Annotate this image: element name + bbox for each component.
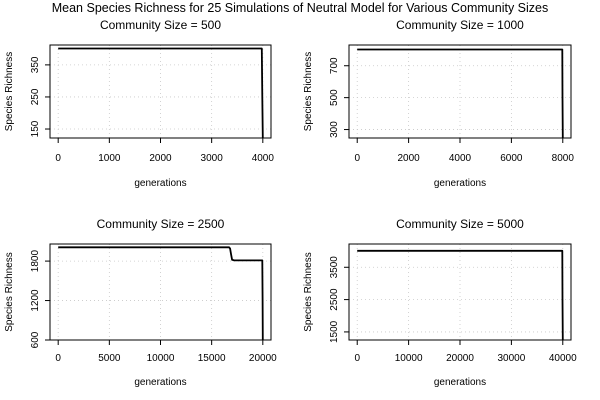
x-tick-label: 3000 xyxy=(201,153,224,164)
x-tick-label: 0 xyxy=(55,153,61,164)
x-tick-label: 1000 xyxy=(98,153,121,164)
x-tick-label: 8000 xyxy=(552,153,575,164)
y-tick-label: 1200 xyxy=(30,289,41,312)
x-tick-label: 20000 xyxy=(249,353,277,364)
x-tick-label: 2000 xyxy=(149,153,172,164)
y-axis-label: Species Richness xyxy=(303,252,314,331)
y-tick-label: 500 xyxy=(329,89,340,106)
series-line xyxy=(58,47,264,139)
panel-title: Community Size = 5000 xyxy=(396,217,524,231)
x-axis-label: generations xyxy=(134,178,186,189)
series-line xyxy=(58,246,264,341)
y-tick-label: 700 xyxy=(329,57,340,74)
x-tick-label: 15000 xyxy=(198,353,226,364)
x-tick-label: 10000 xyxy=(395,353,423,364)
panel-title: Community Size = 1000 xyxy=(396,18,524,32)
x-axis-label: generations xyxy=(134,377,186,388)
series-line xyxy=(357,48,564,139)
y-tick-label: 250 xyxy=(30,88,41,105)
y-axis-label: Species Richness xyxy=(303,52,314,131)
y-axis-label: Species Richness xyxy=(4,52,15,131)
x-tick-label: 6000 xyxy=(500,153,523,164)
y-tick-label: 3500 xyxy=(329,256,340,279)
x-tick-label: 40000 xyxy=(549,353,577,364)
y-tick-label: 1500 xyxy=(329,320,340,343)
x-tick-label: 0 xyxy=(354,153,360,164)
y-tick-label: 350 xyxy=(30,56,41,73)
plot-frame xyxy=(348,44,572,139)
series-line xyxy=(357,249,564,341)
x-tick-label: 4000 xyxy=(252,153,275,164)
y-tick-label: 150 xyxy=(30,120,41,137)
x-tick-label: 0 xyxy=(55,353,61,364)
x-tick-label: 4000 xyxy=(449,153,472,164)
x-tick-label: 0 xyxy=(354,353,360,364)
y-axis-label: Species Richness xyxy=(4,252,15,331)
x-tick-label: 5000 xyxy=(98,353,121,364)
y-tick-label: 2500 xyxy=(329,288,340,311)
x-axis-label: generations xyxy=(434,377,486,388)
x-tick-label: 2000 xyxy=(397,153,420,164)
panel-title: Community Size = 2500 xyxy=(97,217,225,231)
y-tick-label: 300 xyxy=(329,121,340,138)
panel-title: Community Size = 500 xyxy=(100,18,221,32)
plot-frame xyxy=(49,44,272,139)
x-axis-label: generations xyxy=(434,178,486,189)
y-tick-label: 1800 xyxy=(30,250,41,273)
x-tick-label: 30000 xyxy=(497,353,525,364)
y-tick-label: 600 xyxy=(30,331,41,348)
x-tick-label: 20000 xyxy=(446,353,474,364)
main-title: Mean Species Richness for 25 Simulations… xyxy=(52,1,549,15)
x-tick-label: 10000 xyxy=(147,353,175,364)
